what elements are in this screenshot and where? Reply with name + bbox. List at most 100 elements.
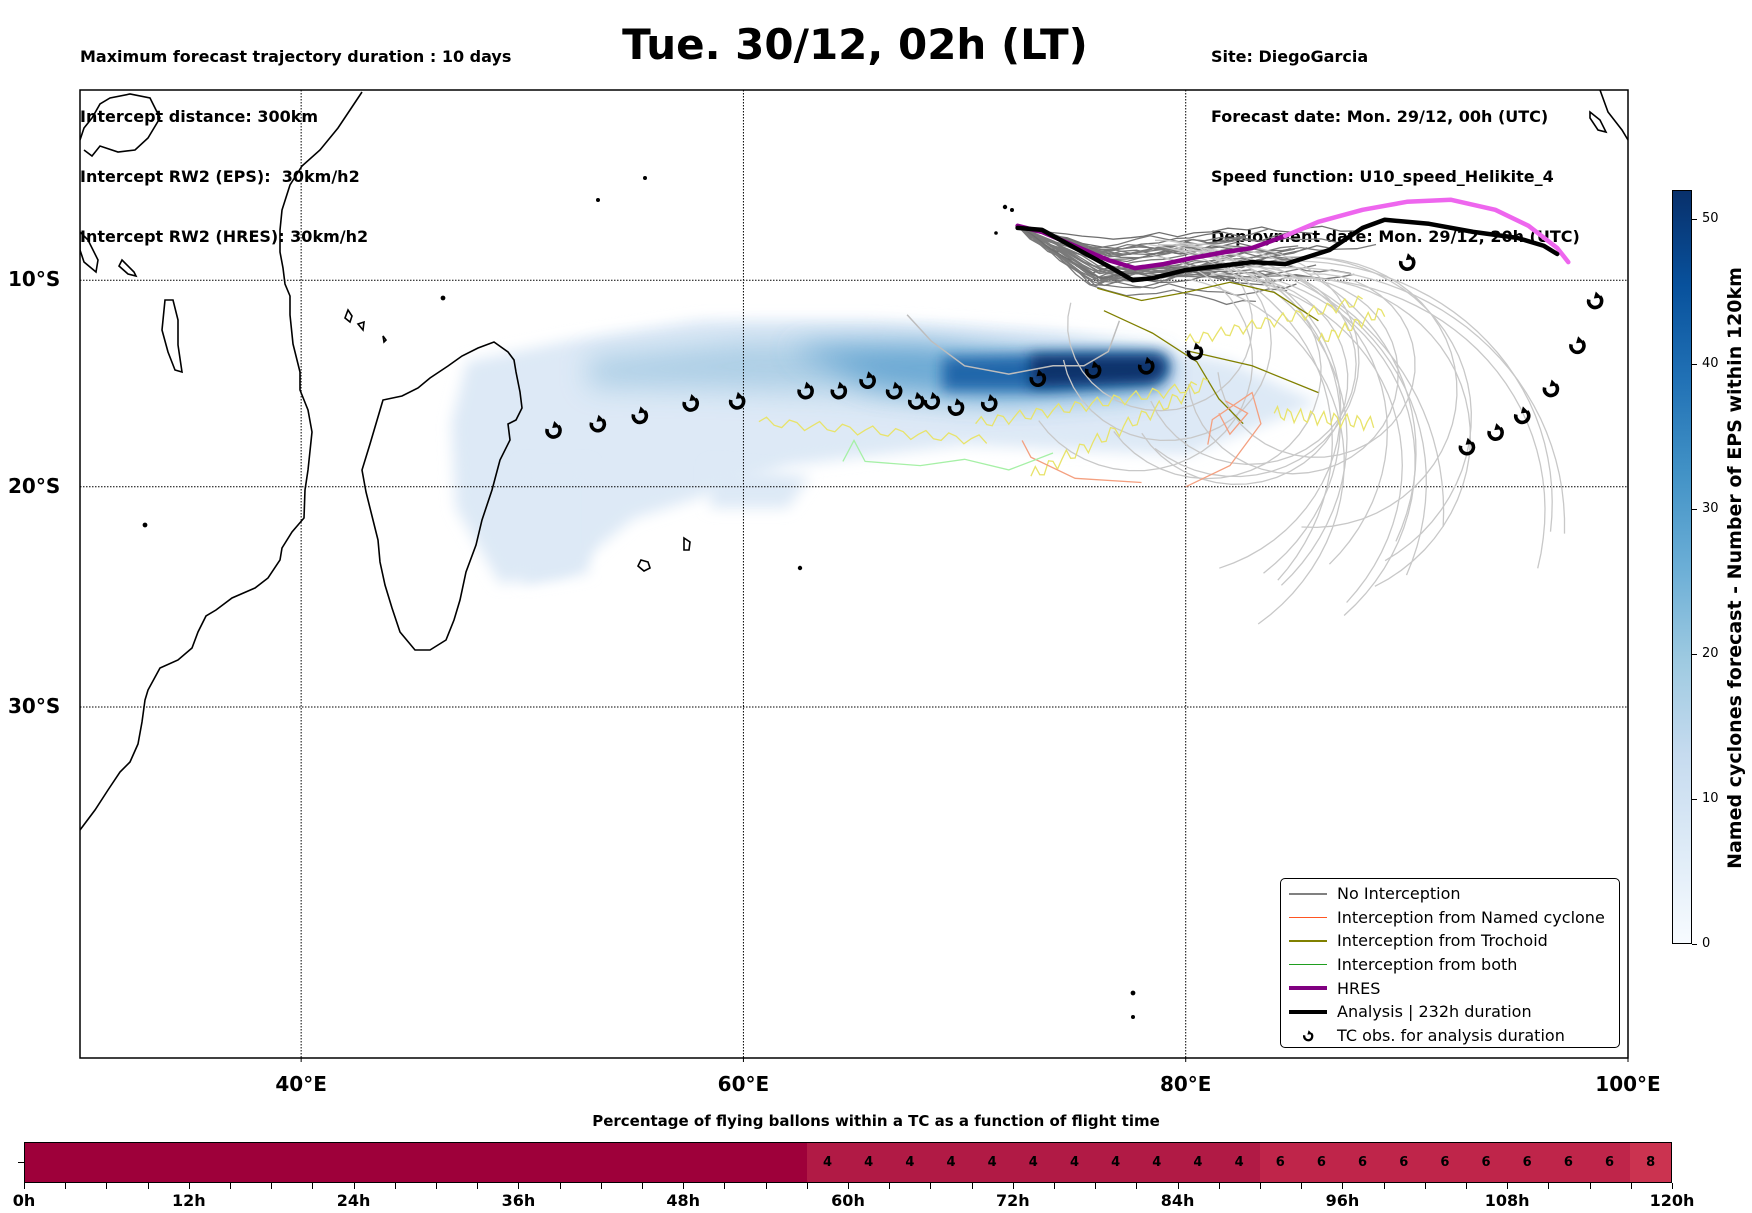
lat-label: 30°S xyxy=(8,693,61,718)
trajectory-no-interception xyxy=(1187,278,1399,475)
trajectory-interception-other xyxy=(975,381,1198,427)
forecast-parameters: Maximum forecast trajectory duration : 1… xyxy=(80,7,511,267)
param-intercept-distance: Intercept distance: 300km xyxy=(80,107,319,126)
time-bin-cell: 4 xyxy=(1136,1143,1178,1182)
colorbar-tick-label: 0 xyxy=(1702,936,1711,951)
map-frame xyxy=(79,89,1629,1059)
trajectory-no-interception xyxy=(1265,260,1553,532)
hres-track-later xyxy=(1282,197,1571,265)
time-tick xyxy=(1383,1183,1385,1189)
lake-malawi xyxy=(161,299,183,374)
colorbar-tick-label: 30 xyxy=(1702,501,1719,516)
time-tick xyxy=(1672,1183,1673,1189)
lon-label: 80°E xyxy=(1159,1072,1212,1096)
legend-line-swatch xyxy=(1289,963,1327,966)
time-tick xyxy=(1260,1183,1261,1189)
time-tick xyxy=(1507,1183,1509,1189)
trajectory-named-cyclone xyxy=(1185,391,1262,488)
tc-obs-icon xyxy=(1542,377,1560,398)
time-tick xyxy=(1548,1183,1550,1189)
time-bin-cell xyxy=(765,1143,807,1182)
legend-line-swatch xyxy=(1289,916,1327,919)
legend-item: Interception from both xyxy=(1281,953,1619,977)
time-bin-cell xyxy=(395,1143,437,1182)
colorbar-tick xyxy=(1692,219,1697,220)
time-bin-cell: 6 xyxy=(1547,1143,1589,1182)
lake-rukwa xyxy=(118,258,138,278)
trajectory-no-interception xyxy=(1150,265,1357,466)
trajectory-trochoid xyxy=(1097,281,1319,322)
time-bin-cell: 4 xyxy=(1012,1143,1054,1182)
lat-label: 10°S xyxy=(8,267,61,292)
legend-label: Analysis | 232h duration xyxy=(1337,1002,1532,1022)
trajectory-no-interception xyxy=(1295,276,1472,587)
graticule xyxy=(80,90,1628,1058)
time-tick-label: 12h xyxy=(171,1191,206,1210)
time-bin-cell xyxy=(724,1143,766,1182)
time-bin-cell: 4 xyxy=(806,1143,849,1182)
time-bin-cell xyxy=(313,1143,355,1182)
density-region-1 xyxy=(522,465,589,584)
coastline-arabia-fragment xyxy=(80,93,161,158)
time-bin-cell xyxy=(642,1143,684,1182)
time-tick xyxy=(518,1183,520,1189)
trajectory-both xyxy=(842,439,1054,471)
time-tick xyxy=(600,1183,602,1189)
time-tick xyxy=(394,1183,396,1189)
colorbar-tick-label: 20 xyxy=(1702,646,1719,661)
legend-label: Interception from both xyxy=(1337,955,1518,975)
time-bin-cell xyxy=(354,1143,396,1182)
time-bin-cell xyxy=(683,1143,725,1182)
time-tick xyxy=(1136,1183,1138,1189)
lat-label: 20°S xyxy=(8,473,61,498)
time-tick xyxy=(1177,1183,1179,1189)
time-tick xyxy=(1301,1183,1303,1189)
trajectory-interception-other xyxy=(1317,307,1386,343)
time-bin-cell xyxy=(436,1143,478,1182)
lon-label: 100°E xyxy=(1595,1072,1661,1096)
time-tick xyxy=(1424,1183,1426,1189)
time-tick-label: 48h xyxy=(666,1191,701,1210)
trajectory-no-interception xyxy=(1246,272,1416,616)
island-mauritius xyxy=(683,536,691,551)
colorbar-tick-label: 10 xyxy=(1702,791,1719,806)
trajectory-no-interception xyxy=(1017,225,1306,284)
trajectory-no-interception xyxy=(1265,267,1566,534)
time-tick xyxy=(683,1183,685,1189)
time-bin-cell xyxy=(601,1143,643,1182)
time-bin-cell: 8 xyxy=(1630,1143,1672,1182)
time-bin-cell: 6 xyxy=(1506,1143,1548,1182)
legend-label: HRES xyxy=(1337,978,1381,998)
time-tick xyxy=(971,1183,973,1189)
island-comoros xyxy=(344,308,353,324)
time-bin-cell xyxy=(477,1143,519,1182)
tc-obs-icon xyxy=(1487,421,1505,441)
legend-label: Interception from Named cyclone xyxy=(1337,907,1605,927)
time-tick xyxy=(477,1183,479,1189)
time-bin-cell: 4 xyxy=(1053,1143,1096,1182)
colorbar-tick xyxy=(1692,364,1697,365)
colorbar-tick-label: 50 xyxy=(1702,211,1719,226)
colorbar-tick xyxy=(1692,509,1697,510)
legend-label: TC obs. for analysis duration xyxy=(1337,1025,1565,1045)
legend-item: HRES xyxy=(1281,976,1619,1000)
colorbar-tick xyxy=(1692,654,1697,655)
time-tick xyxy=(1342,1183,1344,1189)
site-name: Site: DiegoGarcia xyxy=(1211,47,1369,66)
trajectory-map[interactable] xyxy=(0,0,1752,1100)
time-bin-cell: 6 xyxy=(1300,1143,1342,1182)
time-tick xyxy=(230,1183,231,1189)
time-bin-cell xyxy=(107,1143,149,1182)
trajectory-interception-other xyxy=(1030,377,1209,477)
param-max-duration: Maximum forecast trajectory duration : 1… xyxy=(80,47,512,66)
trajectory-no-interception xyxy=(1282,277,1546,569)
time-bin-cell xyxy=(560,1143,602,1182)
colorbar-tick-label: 40 xyxy=(1702,356,1719,371)
time-tick xyxy=(312,1183,314,1189)
time-bin-cell xyxy=(518,1143,561,1182)
time-tick-label: 108h xyxy=(1484,1191,1530,1210)
colorbar-tick xyxy=(1692,944,1697,945)
coastline-indonesia xyxy=(1599,90,1628,141)
lake-tanganyika xyxy=(80,230,99,274)
site-info: Site: DiegoGarcia Forecast date: Mon. 29… xyxy=(1211,7,1580,267)
